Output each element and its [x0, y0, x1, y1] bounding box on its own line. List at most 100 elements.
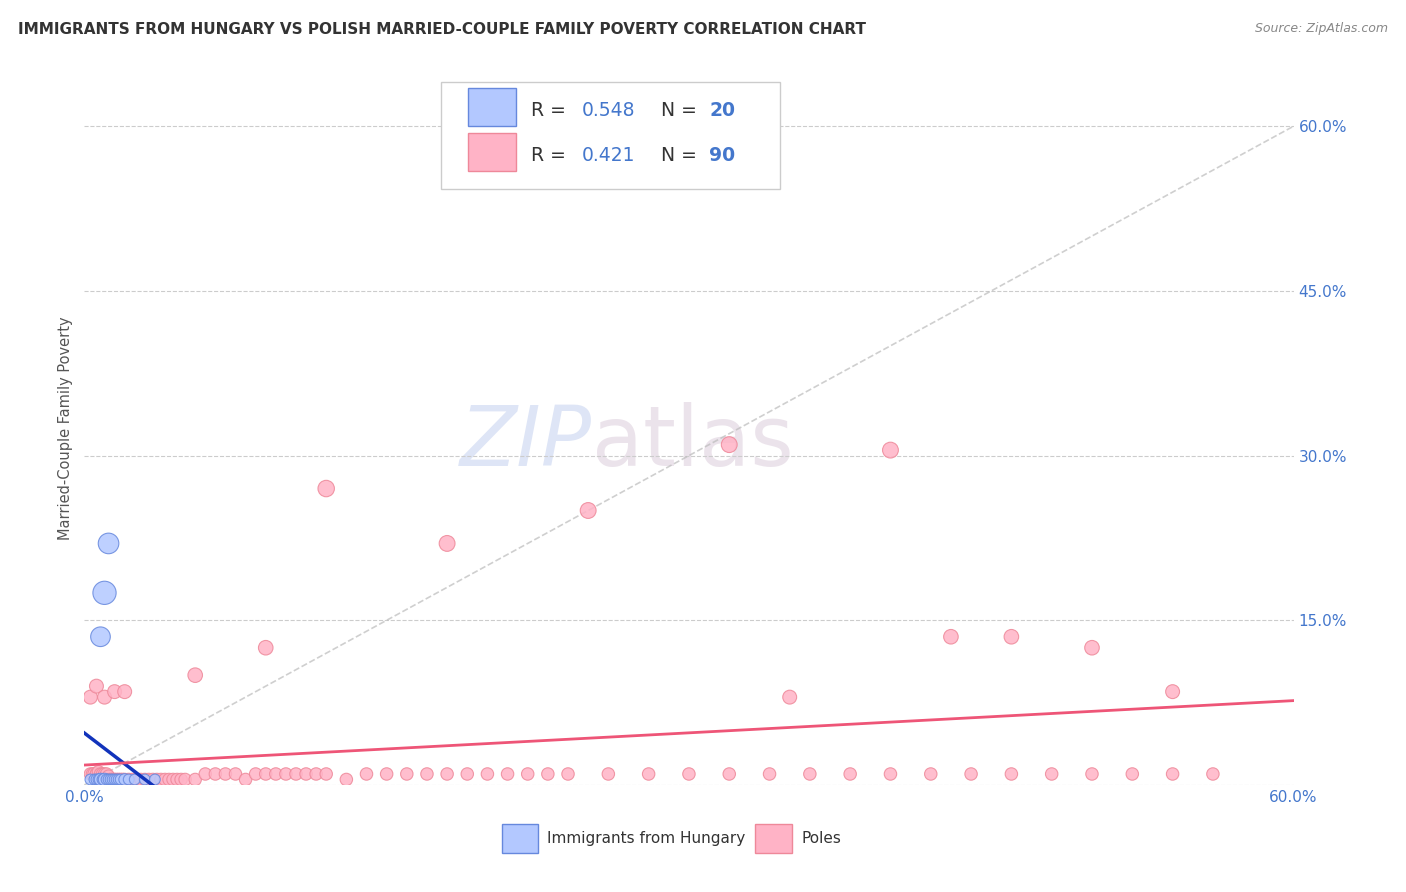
Point — [315, 482, 337, 496]
Point — [305, 767, 328, 781]
Point — [138, 772, 160, 787]
Point — [477, 767, 499, 781]
Point — [104, 772, 127, 787]
Point — [101, 772, 124, 787]
Point — [779, 690, 801, 705]
Point — [89, 630, 111, 644]
Point — [1202, 767, 1225, 781]
Point — [143, 772, 166, 787]
Point — [637, 767, 659, 781]
Point — [118, 772, 141, 787]
Point — [83, 772, 105, 787]
Text: R =: R = — [530, 101, 571, 120]
Point — [100, 772, 122, 787]
Point — [718, 437, 741, 451]
Point — [97, 536, 120, 550]
Point — [879, 767, 901, 781]
Point — [91, 772, 114, 787]
Point — [184, 772, 207, 787]
Point — [89, 767, 111, 781]
Point — [194, 767, 217, 781]
Point — [274, 767, 297, 781]
Point — [264, 767, 287, 781]
Point — [93, 772, 115, 787]
Point — [96, 767, 118, 781]
Point — [83, 767, 105, 781]
Point — [86, 767, 108, 781]
Point — [295, 767, 318, 781]
Point — [89, 772, 111, 787]
Point — [101, 772, 124, 787]
Point — [157, 772, 180, 787]
Text: atlas: atlas — [592, 402, 794, 483]
Text: N =: N = — [661, 146, 703, 165]
Point — [93, 586, 115, 600]
Point — [254, 640, 277, 655]
Point — [170, 772, 193, 787]
Point — [456, 767, 478, 781]
Point — [204, 767, 226, 781]
Point — [1161, 684, 1184, 698]
Point — [496, 767, 519, 781]
Text: Immigrants from Hungary: Immigrants from Hungary — [547, 831, 745, 846]
Point — [718, 767, 741, 781]
Point — [214, 767, 236, 781]
Point — [121, 772, 143, 787]
Point — [97, 772, 120, 787]
Point — [245, 767, 267, 781]
Point — [104, 684, 127, 698]
Point — [79, 690, 101, 705]
Point — [124, 772, 146, 787]
Point — [97, 769, 120, 783]
Point — [93, 767, 115, 781]
Point — [162, 772, 184, 787]
Y-axis label: Married-Couple Family Poverty: Married-Couple Family Poverty — [58, 317, 73, 540]
Point — [225, 767, 247, 781]
Point — [939, 630, 962, 644]
Point — [436, 536, 458, 550]
Point — [1000, 630, 1022, 644]
Point — [114, 772, 136, 787]
Point — [89, 772, 111, 787]
Point — [799, 767, 821, 781]
Point — [107, 772, 129, 787]
Text: IMMIGRANTS FROM HUNGARY VS POLISH MARRIED-COUPLE FAMILY POVERTY CORRELATION CHAR: IMMIGRANTS FROM HUNGARY VS POLISH MARRIE… — [18, 22, 866, 37]
Point — [1040, 767, 1063, 781]
Bar — [468, 133, 516, 171]
Point — [285, 767, 308, 781]
Text: 20: 20 — [710, 101, 735, 120]
Point — [960, 767, 983, 781]
Point — [254, 767, 277, 781]
Point — [79, 767, 101, 781]
Point — [184, 668, 207, 682]
Point — [879, 443, 901, 458]
Point — [335, 772, 357, 787]
Point — [86, 772, 108, 787]
Point — [91, 767, 114, 781]
Point — [107, 772, 129, 787]
Point — [416, 767, 439, 781]
Text: 0.548: 0.548 — [581, 101, 636, 120]
Point — [149, 772, 172, 787]
Text: N =: N = — [661, 101, 703, 120]
Point — [395, 767, 418, 781]
Point — [537, 767, 560, 781]
Point — [678, 767, 700, 781]
Point — [125, 772, 148, 787]
Point — [375, 767, 398, 781]
Point — [91, 772, 114, 787]
Point — [142, 772, 165, 787]
Text: ZIP: ZIP — [460, 402, 592, 483]
Point — [96, 772, 118, 787]
Text: Poles: Poles — [801, 831, 841, 846]
Point — [557, 767, 579, 781]
Bar — [468, 87, 516, 127]
Point — [758, 767, 780, 781]
Point — [110, 772, 132, 787]
Point — [87, 772, 110, 787]
Point — [100, 772, 122, 787]
Text: Source: ZipAtlas.com: Source: ZipAtlas.com — [1254, 22, 1388, 36]
Text: 90: 90 — [710, 146, 735, 165]
Point — [356, 767, 378, 781]
Point — [516, 767, 538, 781]
